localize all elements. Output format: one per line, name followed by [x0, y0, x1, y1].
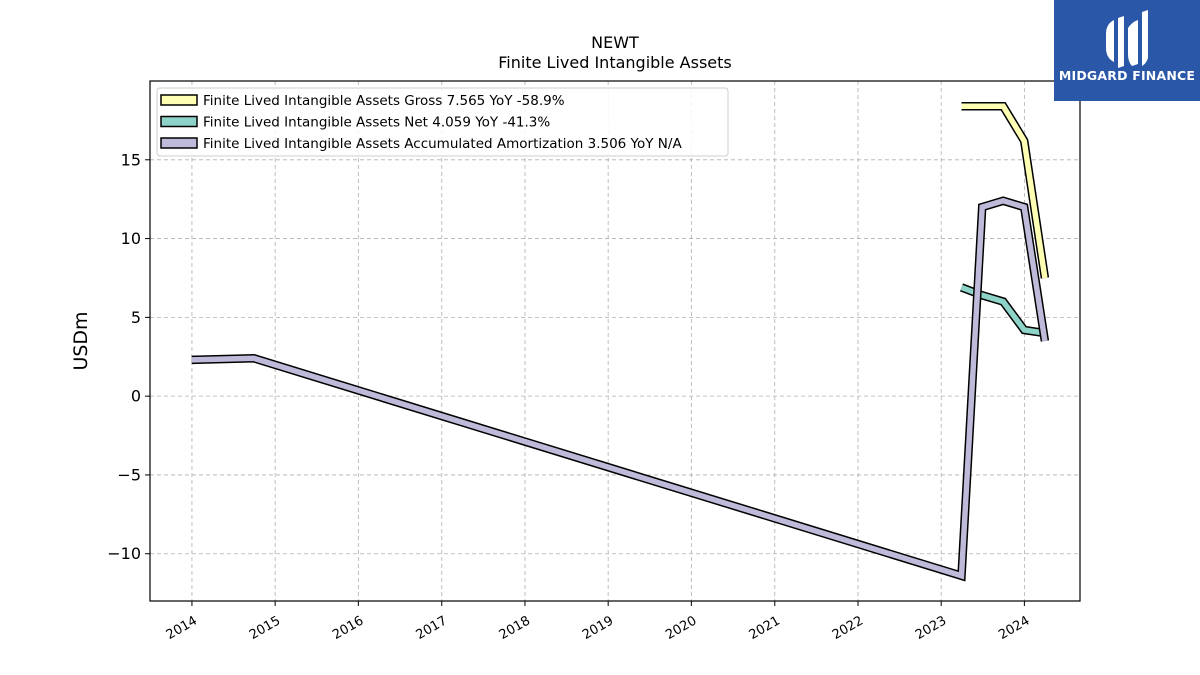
legend-swatch: [160, 115, 198, 128]
x-axis-ticks: 2014 2015 2016 2017 2018 2019 2020 2021 2022 2023…: [164, 601, 1032, 643]
series-line-0: [961, 103, 1048, 279]
legend-swatch: [160, 94, 198, 106]
x-tick-label: 2022: [830, 613, 866, 643]
y-tick-label: 15: [121, 150, 141, 169]
legend-item-label: Finite Lived Intangible Assets Accumulat…: [203, 136, 682, 152]
x-tick-label: 2015: [247, 613, 283, 643]
legend-item-label: Finite Lived Intangible Assets Gross 7.5…: [203, 93, 565, 109]
y-tick-label: 10: [121, 229, 141, 248]
y-tick-label: −10: [107, 544, 141, 563]
y-axis-ticks: −10 −5 0 5 10 15: [107, 150, 150, 563]
y-tick-label: 5: [131, 308, 141, 327]
midgard-logo-icon: [1106, 10, 1148, 68]
x-tick-label: 2019: [580, 613, 616, 643]
legend: Finite Lived Intangible Assets Gross 7.5…: [156, 87, 729, 157]
chart-title: NEWT: [591, 33, 639, 52]
x-tick-label: 2024: [996, 613, 1032, 643]
y-tick-label: −5: [117, 465, 141, 484]
series-line-2: [191, 197, 1048, 580]
x-tick-label: 2014: [164, 613, 200, 643]
x-tick-label: 2018: [497, 613, 533, 643]
brand-logo: MIDGARD FINANCE: [1054, 0, 1200, 101]
y-axis-label: USDm: [70, 311, 92, 370]
y-tick-label: 0: [131, 387, 141, 406]
series-line-outline-2: [191, 196, 1050, 582]
x-tick-label: 2020: [663, 613, 699, 643]
x-tick-label: 2023: [913, 613, 949, 643]
chart-subtitle: Finite Lived Intangible Assets: [498, 53, 731, 72]
x-tick-label: 2021: [747, 613, 783, 643]
plot-frame: [149, 80, 1081, 602]
legend-item-label: Finite Lived Intangible Assets Net 4.059…: [203, 115, 550, 131]
x-tick-label: 2017: [414, 613, 450, 643]
legend-swatch: [160, 137, 198, 149]
series-layer: [191, 101, 1050, 582]
grid: [150, 81, 1080, 601]
x-tick-label: 2016: [330, 613, 366, 643]
legend-box: [156, 87, 729, 157]
brand-logo-text: MIDGARD FINANCE: [1058, 68, 1196, 83]
